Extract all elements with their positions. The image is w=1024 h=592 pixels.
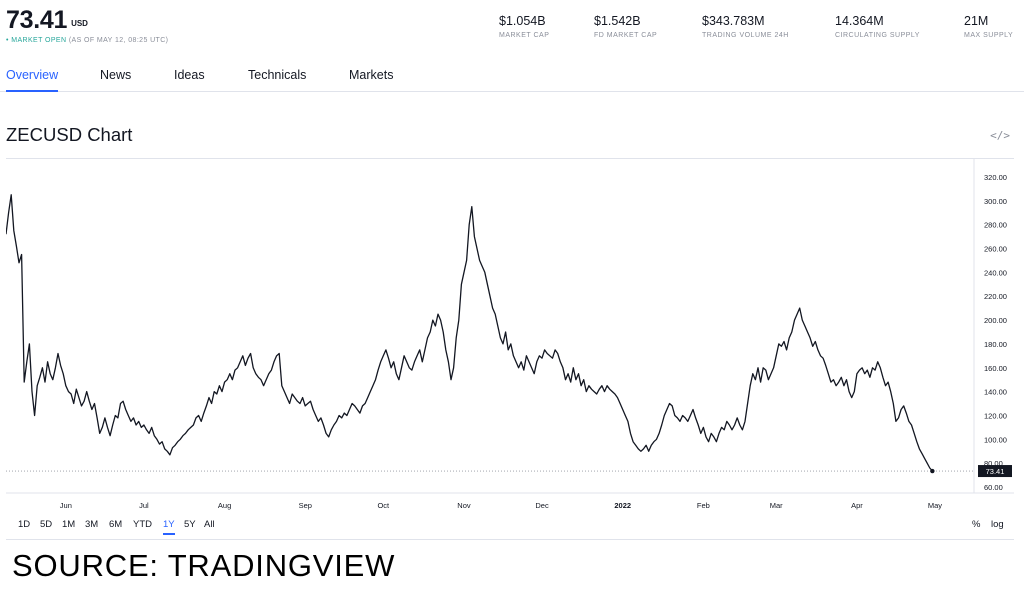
range-1y-button[interactable]: 1Y bbox=[163, 519, 175, 535]
price-chart[interactable]: 60.00 80.00 100.00 120.00 140.00 160.00 180.00… bbox=[6, 159, 1014, 539]
x-tick-label: Aug bbox=[218, 501, 231, 510]
y-tick-label: 300.00 bbox=[984, 197, 1007, 206]
range-ytd-button[interactable]: YTD bbox=[133, 519, 152, 530]
x-tick-label: Oct bbox=[377, 501, 390, 510]
stats-row: $1.054B MARKET CAP $1.542B FD MARKET CAP… bbox=[0, 14, 1024, 44]
stat-fd-market-cap: $1.542B FD MARKET CAP bbox=[594, 14, 657, 39]
tab-technicals[interactable]: Technicals bbox=[248, 68, 307, 82]
stat-value: 21M bbox=[964, 14, 989, 28]
stat-label: MAX SUPPLY bbox=[964, 32, 1014, 39]
y-tick-label: 180.00 bbox=[984, 340, 1007, 349]
tab-ideas[interactable]: Ideas bbox=[174, 68, 205, 82]
x-tick-label: Apr bbox=[851, 501, 863, 510]
x-tick-label: Feb bbox=[697, 501, 710, 510]
y-tick-label: 320.00 bbox=[984, 173, 1007, 182]
y-tick-label: 200.00 bbox=[984, 316, 1007, 325]
y-tick-label: 280.00 bbox=[984, 221, 1007, 230]
y-tick-label: 60.00 bbox=[984, 483, 1003, 492]
y-tick-label: 240.00 bbox=[984, 268, 1007, 277]
x-tick-label: Dec bbox=[535, 501, 549, 510]
x-tick-label: Mar bbox=[770, 501, 783, 510]
x-tick-label: Jul bbox=[139, 501, 149, 510]
embed-code-icon[interactable]: </> bbox=[990, 129, 1010, 142]
stat-label: FD MARKET CAP bbox=[594, 32, 658, 39]
current-price: 73.41 bbox=[6, 6, 68, 34]
log-scale-toggle[interactable]: log bbox=[991, 519, 1004, 530]
x-tick-label: Jun bbox=[60, 501, 72, 510]
range-1m-button[interactable]: 1M bbox=[62, 519, 76, 530]
x-tick-label: Sep bbox=[299, 501, 312, 510]
range-6m-button[interactable]: 6M bbox=[109, 519, 123, 530]
tab-news[interactable]: News bbox=[100, 68, 132, 82]
last-price-label-bg bbox=[978, 465, 1012, 478]
source-caption: SOURCE: TRADINGVIEW bbox=[12, 548, 396, 583]
percent-scale-toggle[interactable]: % bbox=[972, 519, 981, 530]
y-tick-label: 260.00 bbox=[984, 244, 1007, 253]
range-3m-button[interactable]: 3M bbox=[85, 519, 99, 530]
currency-label: USD bbox=[71, 19, 88, 28]
y-tick-label: 80.00 bbox=[984, 459, 1003, 468]
x-tick-label: May bbox=[928, 501, 942, 510]
stat-label: TRADING VOLUME 24H bbox=[702, 32, 789, 39]
price-block: 73.41 USD • MARKET OPEN (AS OF MAY 12, 08… bbox=[6, 6, 168, 44]
market-status: • MARKET OPEN (AS OF MAY 12, 08:25 UTC) bbox=[6, 37, 168, 44]
y-tick-label: 100.00 bbox=[984, 435, 1007, 444]
series-line bbox=[6, 194, 933, 472]
y-tick-label: 120.00 bbox=[984, 411, 1007, 420]
last-price-label: 73.41 bbox=[986, 467, 1005, 476]
range-1d-button[interactable]: 1D bbox=[18, 519, 31, 530]
stat-value: $343.783M bbox=[702, 14, 765, 28]
chart-title: ZECUSD Chart bbox=[6, 124, 133, 145]
stat-label: CIRCULATING SUPPLY bbox=[835, 32, 920, 39]
stat-value: $1.542B bbox=[594, 14, 641, 28]
tab-overview[interactable]: Overview bbox=[6, 68, 59, 92]
range-all-button[interactable]: All bbox=[204, 519, 215, 530]
range-5d-button[interactable]: 5D bbox=[40, 519, 53, 530]
stat-market-cap: $1.054B MARKET CAP bbox=[499, 14, 549, 39]
stat-label: MARKET CAP bbox=[499, 32, 550, 39]
range-5y-button[interactable]: 5Y bbox=[184, 519, 196, 530]
chart-frame[interactable]: 60.00 80.00 100.00 120.00 140.00 160.00 180.00… bbox=[6, 158, 1014, 540]
market-time: (AS OF MAY 12, 08:25 UTC) bbox=[68, 37, 169, 44]
y-tick-label: 160.00 bbox=[984, 364, 1007, 373]
last-point-dot bbox=[930, 468, 935, 474]
stat-max-supply: 21M MAX SUPPLY bbox=[964, 14, 1013, 39]
y-tick-label: 140.00 bbox=[984, 388, 1007, 397]
tab-markets[interactable]: Markets bbox=[349, 68, 394, 82]
y-tick-label: 220.00 bbox=[984, 292, 1007, 301]
stat-trading-volume: $343.783M TRADING VOLUME 24H bbox=[702, 14, 789, 39]
stat-circulating-supply: 14.364M CIRCULATING SUPPLY bbox=[835, 14, 920, 39]
stat-value: $1.054B bbox=[499, 14, 546, 28]
market-open-label: MARKET OPEN bbox=[11, 37, 67, 44]
status-dot-icon: • bbox=[6, 37, 9, 44]
x-tick-label: Nov bbox=[457, 501, 471, 510]
tab-bar: Overview News Ideas Technicals Markets bbox=[0, 60, 1024, 92]
x-tick-label: 2022 bbox=[614, 501, 631, 510]
stat-value: 14.364M bbox=[835, 14, 884, 28]
